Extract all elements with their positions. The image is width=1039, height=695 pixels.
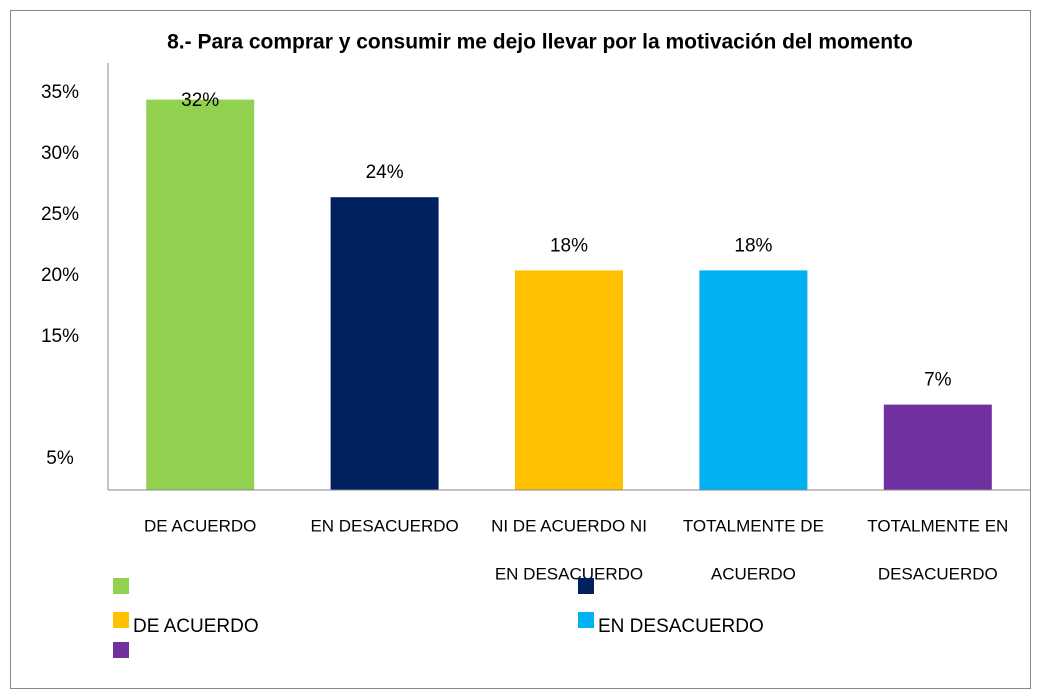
legend-label: DE ACUERDO bbox=[133, 616, 259, 637]
y-tick-label: 35% bbox=[41, 82, 79, 103]
legend-swatch bbox=[113, 612, 129, 628]
x-tick-label: EN DESACUERDO bbox=[310, 516, 458, 535]
x-tick-label: TOTALMENTE EN bbox=[867, 516, 1008, 535]
x-tick-label: NI DE ACUERDO NI bbox=[491, 516, 647, 535]
y-tick-label: 15% bbox=[41, 326, 79, 347]
bar bbox=[883, 404, 992, 490]
bar bbox=[146, 99, 255, 490]
legend-swatch bbox=[578, 578, 594, 594]
chart-title: 8.- Para comprar y consumir me dejo llev… bbox=[167, 31, 913, 54]
legend-swatch bbox=[578, 612, 594, 628]
bar bbox=[699, 270, 808, 490]
x-tick-label: DESACUERDO bbox=[878, 564, 998, 583]
y-tick-label: 25% bbox=[41, 204, 79, 225]
bar bbox=[330, 197, 439, 490]
x-tick-label: TOTALMENTE DE bbox=[683, 516, 824, 535]
data-label: 32% bbox=[181, 90, 219, 111]
y-tick-label: 5% bbox=[46, 448, 74, 469]
x-tick-label: ACUERDO bbox=[711, 564, 796, 583]
data-label: 18% bbox=[734, 235, 772, 256]
y-tick-label: 20% bbox=[41, 265, 79, 286]
x-tick-label: EN DESACUERDO bbox=[495, 564, 643, 583]
x-tick-label: DE ACUERDO bbox=[144, 516, 256, 535]
data-label: 7% bbox=[924, 370, 952, 391]
legend-label: EN DESACUERDO bbox=[598, 616, 764, 637]
y-tick-label: 30% bbox=[41, 143, 79, 164]
legend-swatch bbox=[113, 578, 129, 594]
legend-swatch bbox=[113, 642, 129, 658]
bar bbox=[515, 270, 623, 490]
data-label: 24% bbox=[366, 162, 404, 183]
data-label: 18% bbox=[550, 235, 588, 256]
